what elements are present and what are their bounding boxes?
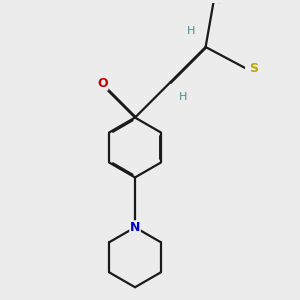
- Text: S: S: [249, 62, 258, 75]
- Text: O: O: [97, 77, 108, 90]
- Text: H: H: [178, 92, 187, 102]
- Text: H: H: [187, 26, 195, 36]
- Text: N: N: [130, 221, 140, 234]
